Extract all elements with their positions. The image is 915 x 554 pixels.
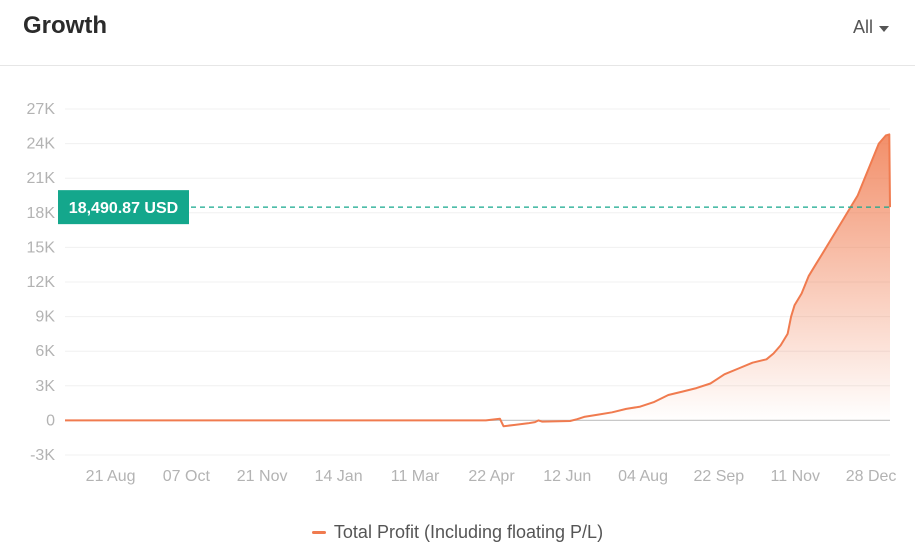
series-line: [65, 133, 891, 428]
y-tick-label: 0: [46, 412, 55, 429]
x-tick-label: 28 Dec: [846, 468, 897, 485]
y-tick-label: 21K: [27, 170, 56, 187]
growth-chart: -3K 0 3K 6K 9K 12K 15K 18K 21K 24K 27K 21 Aug 07 Oct…: [27, 101, 897, 485]
x-tick-label: 22 Sep: [693, 468, 744, 485]
y-tick-label: 18K: [27, 205, 56, 222]
y-tick-label: 24K: [27, 136, 56, 153]
y-tick-label: 15K: [27, 239, 56, 256]
y-tick-label: 6K: [35, 343, 55, 360]
x-tick-label: 07 Oct: [163, 468, 211, 485]
x-tick-label: 21 Aug: [86, 468, 136, 485]
reference-label: 18,490.87 USD: [69, 200, 178, 217]
x-tick-label: 11 Mar: [391, 468, 440, 485]
x-tick-label: 22 Apr: [468, 468, 515, 485]
series-area: [570, 134, 890, 421]
x-tick-label: 04 Aug: [618, 468, 668, 485]
legend-label: Total Profit (Including floating P/L): [333, 522, 604, 542]
legend-swatch: [311, 531, 326, 534]
x-tick-label: 14 Jan: [315, 468, 363, 485]
y-tick-label: 3K: [35, 378, 55, 395]
chart-header: Growth All: [0, 0, 915, 66]
chart-title: Growth: [23, 12, 107, 39]
reference-label-box: [58, 190, 189, 225]
x-tick-label: 12 Jun: [543, 468, 591, 485]
y-tick-label: 12K: [27, 274, 56, 291]
period-filter-dropdown[interactable]: All: [853, 17, 889, 38]
period-filter-label: All: [852, 17, 873, 37]
y-tick-label: 9K: [35, 309, 55, 326]
y-tick-label: -3K: [30, 447, 55, 464]
caret-down-icon: [879, 25, 889, 32]
x-tick-label: 21 Nov: [237, 468, 288, 485]
x-tick-label: 11 Nov: [771, 468, 821, 485]
chart-legend: Total Profit (Including floating P/L): [0, 522, 915, 543]
y-tick-label: 27K: [27, 101, 56, 118]
